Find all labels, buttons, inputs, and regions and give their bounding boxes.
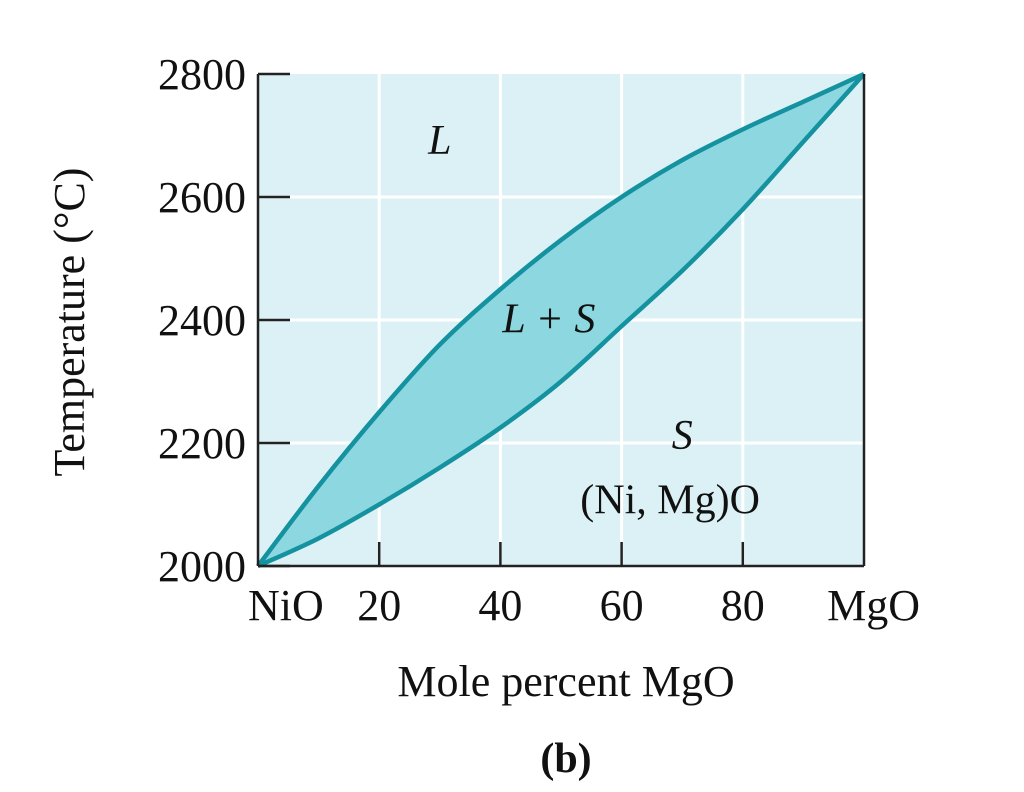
tick-labels: 2000 2200 2400 2600 2800 NiO 20 40 60 80 MgO: [158, 50, 920, 630]
x-tick-label: NiO: [248, 581, 324, 630]
panel-label: (b): [540, 736, 591, 782]
y-tick-label: 2800: [158, 50, 246, 99]
x-tick-label: 80: [721, 581, 765, 630]
region-label: L: [427, 118, 451, 164]
x-tick-label: MgO: [827, 581, 920, 630]
liquidus-curve: [256, 71, 865, 568]
tick-marks: [258, 72, 745, 568]
region-labels: L L + S S (Ni, Mg)O: [427, 118, 760, 524]
solidus-curve: [257, 72, 866, 569]
region-label: S: [672, 413, 693, 459]
y-tick-label: 2600: [158, 173, 246, 222]
y-tick-label: 2400: [158, 296, 246, 345]
region-label: (Ni, Mg)O: [580, 478, 760, 524]
x-tick-label: 20: [357, 581, 401, 630]
y-tick-label: 2000: [158, 542, 246, 591]
region-label: L + S: [501, 296, 595, 342]
phase-boundary-curves: [256, 71, 866, 569]
x-tick-label: 60: [600, 581, 644, 630]
x-tick-label: 40: [478, 581, 522, 630]
two-phase-region: [258, 74, 864, 566]
x-axis-title: Mole percent MgO: [397, 657, 734, 706]
y-tick-label: 2200: [158, 419, 246, 468]
y-axis-title: Temperature (°C): [45, 168, 94, 477]
